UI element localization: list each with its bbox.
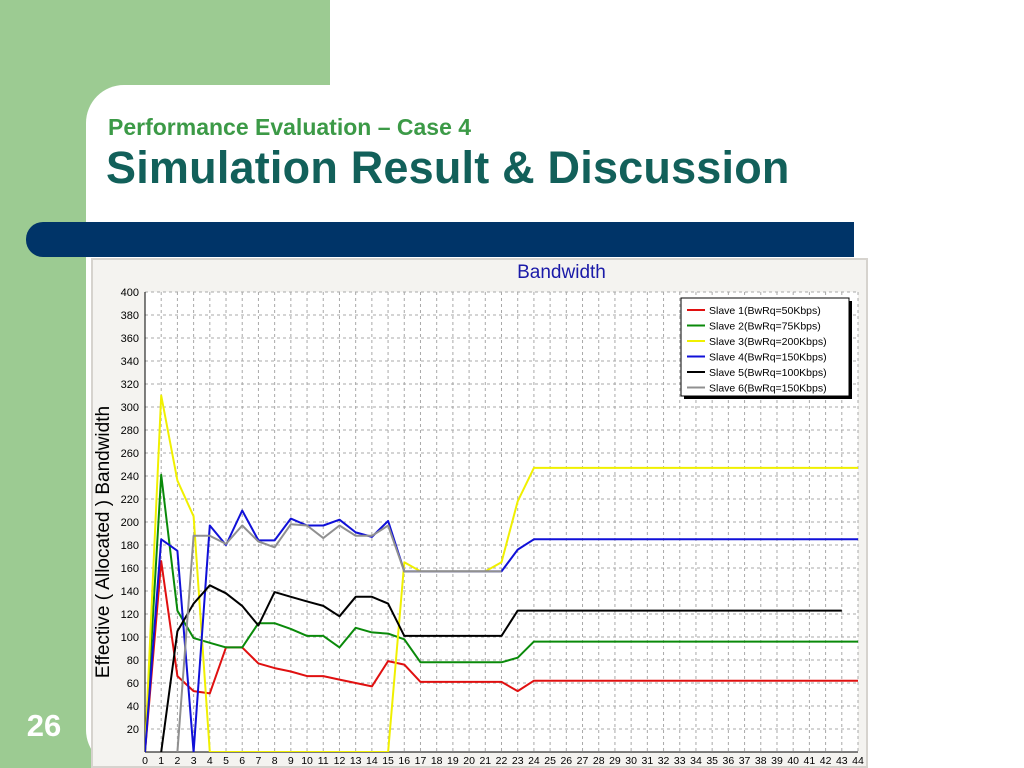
legend-label-2: Slave 2(BwRq=75Kbps) xyxy=(709,321,821,333)
x-tick-label: 22 xyxy=(496,755,508,767)
y-tick-label: 300 xyxy=(121,402,139,414)
x-tick-label: 3 xyxy=(191,755,197,767)
legend-label-6: Slave 6(BwRq=150Kbps) xyxy=(709,383,827,395)
title-banner-bar-end xyxy=(820,222,854,257)
x-tick-label: 39 xyxy=(771,755,783,767)
legend-label-1: Slave 1(BwRq=50Kbps) xyxy=(709,305,821,317)
x-tick-label: 40 xyxy=(787,755,799,767)
x-tick-label: 28 xyxy=(593,755,605,767)
legend-label-5: Slave 5(BwRq=100Kbps) xyxy=(709,367,827,379)
x-tick-label: 0 xyxy=(142,755,148,767)
y-tick-label: 160 xyxy=(121,563,139,575)
y-tick-label: 120 xyxy=(121,609,139,621)
y-axis-label: Effective ( Allocated ) Bandwidth xyxy=(93,406,114,678)
x-tick-label: 19 xyxy=(447,755,459,767)
x-tick-label: 32 xyxy=(658,755,670,767)
y-tick-label: 80 xyxy=(127,655,139,667)
series-line-1 xyxy=(145,560,858,752)
y-tick-label: 180 xyxy=(121,540,139,552)
bandwidth-chart: Bandwidth2040608010012014016018020022024… xyxy=(91,258,868,768)
y-tick-label: 20 xyxy=(127,724,139,736)
x-tick-label: 37 xyxy=(739,755,751,767)
series-line-5 xyxy=(160,584,842,752)
x-tick-label: 2 xyxy=(174,755,180,767)
x-tick-label: 44 xyxy=(852,755,864,767)
y-tick-label: 260 xyxy=(121,448,139,460)
x-tick-label: 42 xyxy=(820,755,832,767)
x-tick-label: 25 xyxy=(544,755,556,767)
x-tick-label: 18 xyxy=(431,755,443,767)
y-tick-label: 60 xyxy=(127,678,139,690)
x-tick-label: 15 xyxy=(382,755,394,767)
x-tick-label: 5 xyxy=(223,755,229,767)
x-tick-label: 6 xyxy=(239,755,245,767)
x-tick-label: 23 xyxy=(512,755,524,767)
slide-title: Simulation Result & Discussion xyxy=(106,142,790,193)
y-tick-label: 360 xyxy=(121,333,139,345)
x-tick-label: 29 xyxy=(609,755,621,767)
slide-number: 26 xyxy=(26,708,62,743)
x-tick-label: 11 xyxy=(318,755,329,767)
x-tick-label: 8 xyxy=(272,755,278,767)
x-tick-label: 16 xyxy=(398,755,410,767)
y-tick-label: 140 xyxy=(121,586,139,598)
x-tick-label: 10 xyxy=(301,755,313,767)
x-tick-label: 24 xyxy=(528,755,540,767)
legend-label-3: Slave 3(BwRq=200Kbps) xyxy=(709,336,827,348)
x-tick-label: 9 xyxy=(288,755,294,767)
slide-subtitle: Performance Evaluation – Case 4 xyxy=(108,114,472,140)
y-tick-label: 200 xyxy=(121,517,139,529)
x-tick-label: 20 xyxy=(463,755,475,767)
x-tick-label: 13 xyxy=(350,755,362,767)
legend-box xyxy=(680,297,850,397)
x-tick-label: 43 xyxy=(836,755,848,767)
x-tick-label: 34 xyxy=(690,755,702,767)
y-tick-label: 380 xyxy=(121,310,139,322)
x-tick-label: 33 xyxy=(674,755,686,767)
legend-label-4: Slave 4(BwRq=150Kbps) xyxy=(709,352,827,364)
chart-title: Bandwidth xyxy=(517,262,606,283)
x-tick-label: 30 xyxy=(625,755,637,767)
y-tick-label: 220 xyxy=(121,494,139,506)
x-tick-label: 35 xyxy=(706,755,718,767)
x-tick-label: 12 xyxy=(334,755,346,767)
y-tick-label: 320 xyxy=(121,379,139,391)
x-tick-label: 38 xyxy=(755,755,767,767)
x-tick-label: 17 xyxy=(415,755,427,767)
x-tick-label: 31 xyxy=(641,755,653,767)
series-line-2 xyxy=(145,473,858,752)
y-tick-label: 340 xyxy=(121,356,139,368)
x-tick-label: 36 xyxy=(723,755,735,767)
x-tick-label: 1 xyxy=(158,755,164,767)
y-tick-label: 40 xyxy=(127,701,139,713)
x-tick-label: 7 xyxy=(256,755,262,767)
x-tick-label: 21 xyxy=(479,755,491,767)
chart-panel: Bandwidth 20 40 60 80 100 120 140 160 180 200 220 24… xyxy=(91,258,868,768)
x-tick-label: 27 xyxy=(577,755,589,767)
title-banner-bar xyxy=(26,222,854,257)
content-white-fill xyxy=(330,0,1024,140)
x-tick-label: 41 xyxy=(804,755,816,767)
y-tick-label: 240 xyxy=(121,471,139,483)
x-tick-label: 4 xyxy=(207,755,213,767)
series-line-6 xyxy=(176,523,502,752)
y-tick-label: 100 xyxy=(121,632,139,644)
x-tick-label: 26 xyxy=(560,755,572,767)
x-tick-label: 14 xyxy=(366,755,378,767)
y-tick-label: 280 xyxy=(121,425,139,437)
y-tick-label: 400 xyxy=(121,287,139,299)
